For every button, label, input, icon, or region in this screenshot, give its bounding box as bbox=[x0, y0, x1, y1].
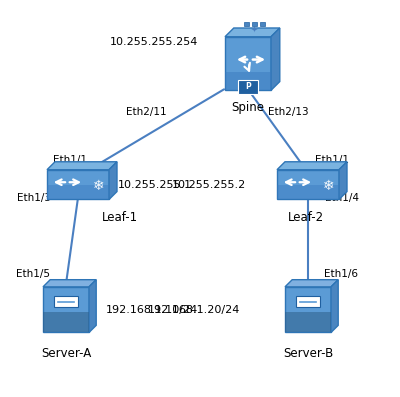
Text: Eth1/1: Eth1/1 bbox=[315, 154, 349, 165]
Text: Eth1/5: Eth1/5 bbox=[16, 269, 50, 279]
Polygon shape bbox=[285, 312, 331, 333]
Polygon shape bbox=[225, 37, 271, 91]
Polygon shape bbox=[271, 28, 280, 91]
Polygon shape bbox=[339, 162, 347, 199]
Text: Server-B: Server-B bbox=[283, 347, 333, 360]
Polygon shape bbox=[225, 71, 271, 91]
Text: Server-A: Server-A bbox=[41, 347, 91, 360]
Text: Spine: Spine bbox=[232, 101, 264, 114]
Text: Eth1/6: Eth1/6 bbox=[324, 269, 358, 279]
Text: Eth2/13: Eth2/13 bbox=[268, 107, 308, 117]
Text: 10.255.255.2: 10.255.255.2 bbox=[172, 179, 246, 190]
Polygon shape bbox=[47, 162, 117, 170]
Text: Eth1/3: Eth1/3 bbox=[17, 193, 51, 203]
Text: Leaf-2: Leaf-2 bbox=[288, 211, 324, 224]
Polygon shape bbox=[47, 170, 109, 199]
Polygon shape bbox=[89, 279, 96, 333]
Text: P: P bbox=[245, 83, 251, 91]
Polygon shape bbox=[109, 162, 117, 199]
Text: Eth1/1: Eth1/1 bbox=[53, 154, 87, 165]
FancyBboxPatch shape bbox=[260, 22, 265, 27]
FancyBboxPatch shape bbox=[54, 296, 78, 307]
FancyBboxPatch shape bbox=[252, 22, 257, 27]
Polygon shape bbox=[43, 287, 89, 333]
Text: 10.255.255.254: 10.255.255.254 bbox=[110, 37, 198, 47]
Text: Eth1/4: Eth1/4 bbox=[325, 193, 359, 203]
Polygon shape bbox=[47, 185, 109, 199]
Polygon shape bbox=[43, 279, 96, 287]
Polygon shape bbox=[285, 279, 338, 287]
Text: ❄: ❄ bbox=[93, 179, 105, 193]
Polygon shape bbox=[277, 170, 339, 199]
Text: Leaf-1: Leaf-1 bbox=[102, 211, 138, 224]
Text: ❄: ❄ bbox=[323, 179, 335, 193]
Polygon shape bbox=[285, 287, 331, 333]
FancyBboxPatch shape bbox=[244, 22, 249, 27]
Polygon shape bbox=[225, 28, 280, 37]
Polygon shape bbox=[277, 185, 339, 199]
FancyBboxPatch shape bbox=[296, 296, 320, 307]
Polygon shape bbox=[331, 279, 338, 333]
Text: Eth2/11: Eth2/11 bbox=[126, 107, 166, 117]
Polygon shape bbox=[43, 312, 89, 333]
Text: 192.168.1.20/24: 192.168.1.20/24 bbox=[148, 304, 240, 315]
Text: ✦: ✦ bbox=[251, 25, 258, 34]
FancyBboxPatch shape bbox=[238, 80, 258, 94]
Text: 10.255.255.1: 10.255.255.1 bbox=[118, 179, 192, 190]
Text: 192.168.1.10/24: 192.168.1.10/24 bbox=[106, 304, 198, 315]
Polygon shape bbox=[277, 162, 347, 170]
